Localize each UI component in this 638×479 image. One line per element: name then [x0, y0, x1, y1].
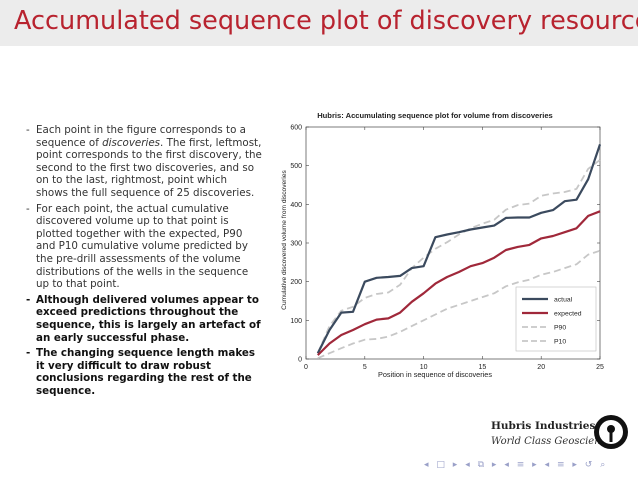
bullet-list: Each point in the figure corresponds to …: [26, 124, 262, 400]
chart-legend: actual expected P90 P10: [515, 286, 597, 352]
beamer-navigation[interactable]: ◂ □ ▸ ◂ ⧉ ▸ ◂ ≡ ▸ ◂ ≡ ▸ ↺ ⌕: [424, 460, 634, 474]
series-line-p10: [317, 249, 601, 360]
bullet-item: Although delivered volumes appear to exc…: [26, 294, 262, 344]
series-line-p90: [316, 159, 601, 354]
slide-title: Accumulated sequence plot of discovery r…: [14, 6, 638, 36]
series-line-actual: [316, 144, 602, 354]
legend-label: P90: [554, 325, 566, 332]
x-tick-label: 20: [537, 364, 545, 371]
x-tick-label: 15: [479, 364, 487, 371]
series-line-expected: [317, 210, 601, 356]
bullet-text: Although delivered volumes appear to exc…: [36, 293, 261, 344]
y-tick-label: 400: [290, 202, 302, 209]
bullet-item: For each point, the actual cumulative di…: [26, 203, 262, 291]
bullet-text: Each point in the figure corresponds to …: [36, 124, 246, 149]
bullet-text: For each point, the actual cumulative di…: [36, 202, 249, 291]
x-tick-label: 5: [363, 364, 367, 371]
nav-next-icon[interactable]: ▸: [532, 460, 538, 470]
chart-svg: Hubris: Accumulating sequence plot for v…: [281, 111, 604, 379]
nav-prev-icon[interactable]: ◂: [544, 460, 551, 470]
series-layer: [316, 144, 602, 360]
x-tick-label: 25: [596, 364, 604, 371]
company-tagline: World Class Geoscience: [491, 436, 613, 447]
company-logo: Hubris Industries World Class Geoscience: [475, 412, 635, 452]
nav-next-icon[interactable]: ▸: [572, 460, 578, 470]
x-axis-label: Position in sequence of discoveries: [378, 370, 492, 379]
nav-subsection-icon[interactable]: ⧉: [477, 460, 486, 470]
nav-next-icon[interactable]: ▸: [452, 460, 459, 470]
nav-section-icon[interactable]: ≡: [516, 460, 526, 470]
bullet-emphasis: discoveries: [102, 136, 161, 149]
chart-title: Hubris: Accumulating sequence plot for v…: [317, 111, 553, 120]
nav-prev-icon[interactable]: ◂: [504, 460, 510, 470]
nav-prev-icon[interactable]: ◂: [465, 460, 471, 470]
bullet-item: The changing sequence length makes it ve…: [26, 347, 262, 397]
nav-first-icon[interactable]: ◂: [424, 460, 430, 470]
bullet-text-continued: . The first, leftmost, point corresponds…: [36, 136, 262, 199]
title-bar: Accumulated sequence plot of discovery r…: [0, 0, 638, 46]
logo-emblem-icon: [594, 415, 628, 449]
nav-next-icon[interactable]: ▸: [491, 460, 498, 470]
nav-zoom-icon[interactable]: ↺: [584, 460, 594, 470]
x-tick-label: 10: [420, 364, 428, 371]
bullet-text: The changing sequence length makes it ve…: [36, 347, 256, 397]
company-name: Hubris Industries: [491, 420, 596, 432]
bullet-item: Each point in the figure corresponds to …: [26, 124, 262, 200]
chart-axes: 0 5 10 15 20 25 0 100 200 300 400 500 600: [290, 125, 604, 372]
y-tick-label: 500: [290, 163, 302, 170]
legend-label: P10: [554, 339, 566, 346]
legend-box: [515, 286, 597, 352]
y-tick-label: 600: [290, 125, 302, 132]
y-tick-label: 300: [290, 241, 302, 248]
nav-search-icon[interactable]: ⌕: [600, 460, 607, 470]
nav-frame-icon[interactable]: □: [436, 460, 446, 470]
legend-label: actual: [554, 297, 573, 304]
y-tick-label: 0: [298, 357, 302, 364]
y-tick-label: 200: [290, 279, 302, 286]
y-tick-label: 100: [290, 318, 302, 325]
chart: Hubris: Accumulating sequence plot for v…: [272, 105, 612, 390]
legend-label: expected: [554, 311, 582, 318]
y-axis-label: Cumulative discovered volume from discov…: [281, 169, 288, 309]
nav-section-icon[interactable]: ≡: [556, 460, 566, 470]
x-tick-label: 0: [304, 364, 308, 371]
